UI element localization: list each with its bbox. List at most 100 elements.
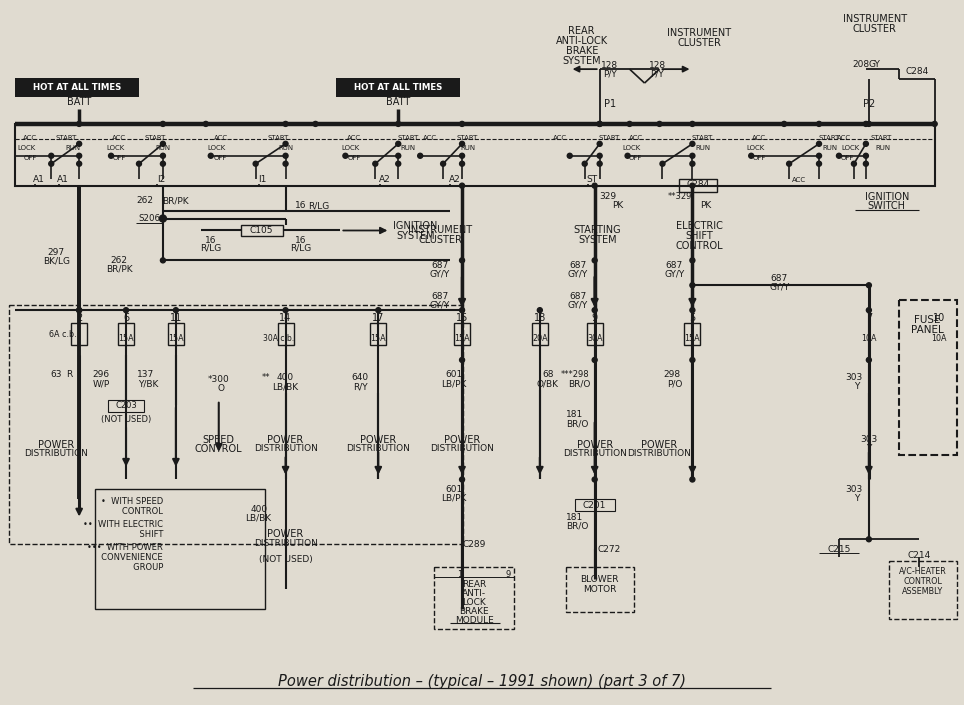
Text: 17: 17 xyxy=(372,313,385,323)
Bar xyxy=(532,323,548,345)
Text: I2: I2 xyxy=(157,175,165,184)
Text: C215: C215 xyxy=(827,545,850,553)
Text: START: START xyxy=(692,135,713,141)
Text: P/Y: P/Y xyxy=(651,70,664,78)
Text: (NOT USED): (NOT USED) xyxy=(101,415,151,424)
Text: 181: 181 xyxy=(566,410,583,419)
Text: START: START xyxy=(870,135,892,141)
Text: ACC: ACC xyxy=(112,135,126,141)
Text: P2: P2 xyxy=(863,99,875,109)
Circle shape xyxy=(49,153,54,158)
Circle shape xyxy=(817,153,821,158)
Circle shape xyxy=(396,161,401,166)
Text: 303: 303 xyxy=(860,435,877,444)
Text: **: ** xyxy=(261,374,270,382)
Text: *300: *300 xyxy=(208,375,229,384)
Text: PK: PK xyxy=(612,201,624,210)
Text: PANEL: PANEL xyxy=(911,325,944,335)
Circle shape xyxy=(460,153,465,158)
Text: 5: 5 xyxy=(689,313,695,323)
Circle shape xyxy=(77,141,82,147)
Text: INSTRUMENT: INSTRUMENT xyxy=(843,14,907,24)
Text: START: START xyxy=(456,135,478,141)
Circle shape xyxy=(690,141,695,147)
Circle shape xyxy=(782,121,787,126)
Text: 10: 10 xyxy=(932,313,945,323)
Circle shape xyxy=(77,307,82,312)
Text: DISTRIBUTION: DISTRIBUTION xyxy=(24,449,88,458)
Circle shape xyxy=(867,283,871,288)
Text: O: O xyxy=(217,384,225,393)
Circle shape xyxy=(749,153,754,158)
Circle shape xyxy=(690,477,695,482)
Text: OFF: OFF xyxy=(348,155,362,161)
Text: DISTRIBUTION: DISTRIBUTION xyxy=(628,449,691,458)
Text: C201: C201 xyxy=(583,501,606,510)
Bar xyxy=(566,567,633,612)
Text: 262: 262 xyxy=(111,256,127,265)
Text: I1: I1 xyxy=(258,175,267,184)
Text: ACC: ACC xyxy=(23,135,38,141)
Text: BATT: BATT xyxy=(387,97,411,107)
Text: OFF: OFF xyxy=(629,155,642,161)
Text: 9: 9 xyxy=(592,313,598,323)
Text: OFF: OFF xyxy=(841,155,854,161)
Circle shape xyxy=(313,121,318,126)
Bar xyxy=(15,124,935,185)
Circle shape xyxy=(690,161,695,166)
Text: 20A: 20A xyxy=(532,333,548,343)
Text: BATT: BATT xyxy=(67,97,92,107)
Circle shape xyxy=(396,153,401,158)
Bar xyxy=(108,400,144,412)
Bar xyxy=(889,561,956,619)
Circle shape xyxy=(160,258,166,263)
Text: 687: 687 xyxy=(569,261,586,270)
Bar xyxy=(15,78,139,97)
Text: 687: 687 xyxy=(569,292,586,301)
Circle shape xyxy=(460,307,465,312)
Circle shape xyxy=(77,161,82,166)
Text: REAR: REAR xyxy=(569,26,595,36)
Circle shape xyxy=(690,258,695,263)
Text: BR/O: BR/O xyxy=(567,419,589,428)
Text: HOT AT ALL TIMES: HOT AT ALL TIMES xyxy=(33,83,121,92)
Circle shape xyxy=(283,161,288,166)
Text: 296: 296 xyxy=(93,370,110,379)
Text: 10A: 10A xyxy=(861,333,876,343)
Text: 687: 687 xyxy=(666,261,683,270)
Circle shape xyxy=(817,121,821,126)
Text: DISTRIBUTION: DISTRIBUTION xyxy=(254,539,317,548)
Text: SHIFT: SHIFT xyxy=(685,231,713,241)
Circle shape xyxy=(817,141,821,147)
Text: GY: GY xyxy=(869,60,881,68)
Text: LOCK: LOCK xyxy=(341,145,360,151)
Circle shape xyxy=(537,307,543,312)
Text: INSTRUMENT: INSTRUMENT xyxy=(408,226,472,235)
Text: ST: ST xyxy=(586,175,598,184)
Text: R/LG: R/LG xyxy=(290,244,311,253)
Text: Y: Y xyxy=(854,382,860,391)
Circle shape xyxy=(160,153,166,158)
Text: START: START xyxy=(268,135,289,141)
Text: RUN: RUN xyxy=(155,145,171,151)
Circle shape xyxy=(396,141,401,147)
Text: SWITCH: SWITCH xyxy=(868,201,906,211)
Text: 2: 2 xyxy=(76,313,82,323)
Text: POWER: POWER xyxy=(267,529,304,539)
Text: •••  WITH POWER: ••• WITH POWER xyxy=(87,543,163,552)
Text: **329: **329 xyxy=(667,192,691,201)
Text: LOCK: LOCK xyxy=(623,145,641,151)
Text: BK/LG: BK/LG xyxy=(42,257,69,266)
Text: RUN: RUN xyxy=(696,145,710,151)
Text: POWER: POWER xyxy=(641,440,678,450)
Circle shape xyxy=(597,141,602,147)
Text: BRAKE: BRAKE xyxy=(566,47,598,56)
Text: CONTROL: CONTROL xyxy=(195,443,243,453)
Circle shape xyxy=(460,161,465,166)
Bar xyxy=(680,178,717,192)
Circle shape xyxy=(625,153,630,158)
Bar xyxy=(71,323,87,345)
Text: ELECTRIC: ELECTRIC xyxy=(676,221,723,231)
Text: 181: 181 xyxy=(566,513,583,522)
Circle shape xyxy=(864,121,869,126)
